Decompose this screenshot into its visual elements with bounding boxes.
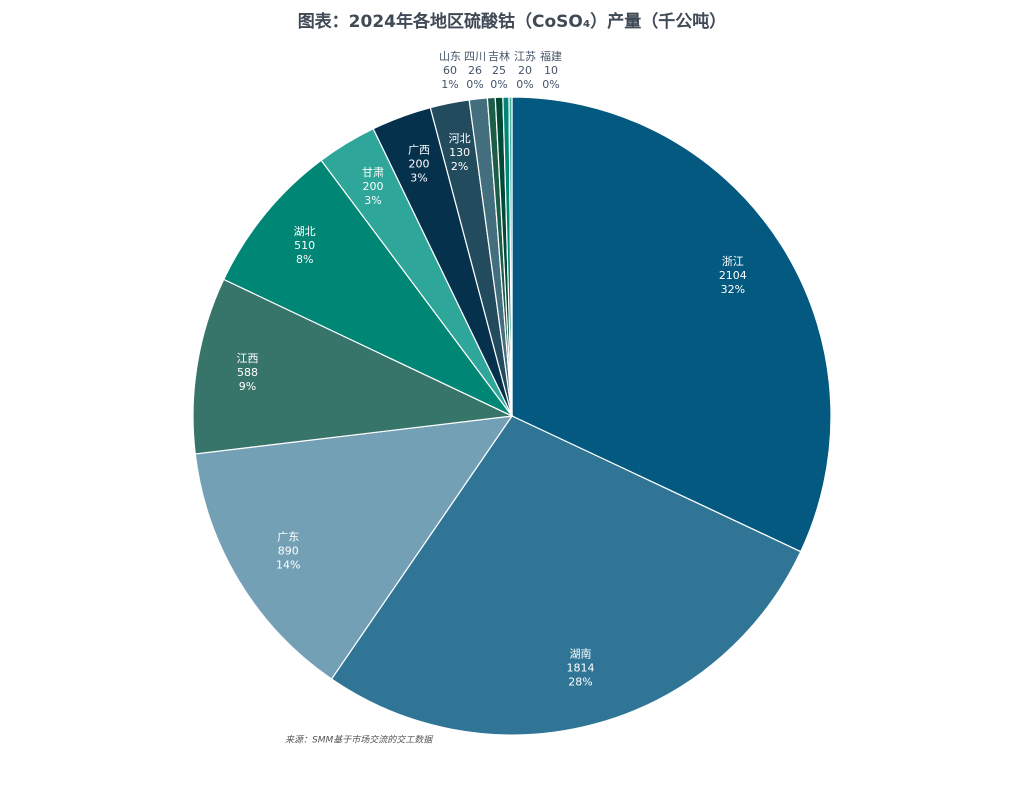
slice-value: 130 <box>449 146 470 159</box>
slice-percent: 32% <box>721 283 745 296</box>
slice-percent: 28% <box>568 675 592 688</box>
slice-name: 湖北 <box>294 225 316 238</box>
slice-value: 25 <box>492 64 506 77</box>
pie-slice <box>511 96 832 553</box>
slice-value: 200 <box>362 180 383 193</box>
slice-percent: 3% <box>364 194 381 207</box>
slice-value: 510 <box>294 239 315 252</box>
pie-slice <box>192 278 515 455</box>
slice-name: 广西 <box>408 144 430 157</box>
slice-value: 890 <box>278 544 299 557</box>
slice-value: 200 <box>409 158 430 171</box>
slice-value: 588 <box>237 366 258 379</box>
slice-value: 26 <box>468 64 482 77</box>
slice-percent: 1% <box>441 78 458 91</box>
slice-name: 四川 <box>464 50 486 63</box>
slice-name: 江西 <box>237 352 259 365</box>
slice-percent: 9% <box>239 380 256 393</box>
chart-title: 图表：2024年各地区硫酸钴（CoSO₄）产量（千公吨） <box>298 11 727 32</box>
pie-slice <box>508 96 513 417</box>
slice-name: 山东 <box>439 50 461 63</box>
slice-percent: 0% <box>466 78 483 91</box>
slice-value: 2104 <box>719 269 747 282</box>
slice-name: 广东 <box>277 530 299 543</box>
slice-percent: 0% <box>516 78 533 91</box>
slice-name: 河北 <box>449 132 471 145</box>
slice-value: 1814 <box>567 661 595 674</box>
slice-percent: 0% <box>542 78 559 91</box>
pie-slice <box>330 415 802 736</box>
pie-slice <box>194 415 514 680</box>
slice-percent: 0% <box>490 78 507 91</box>
slice-name: 浙江 <box>722 255 744 268</box>
slice-value: 10 <box>544 64 558 77</box>
pie-slice <box>222 159 513 417</box>
source-note: 来源：SMM基于市场交流的交工数据 <box>285 735 434 746</box>
slice-percent: 2% <box>451 160 468 173</box>
slice-percent: 3% <box>410 172 427 185</box>
slice-name: 甘肃 <box>362 166 384 179</box>
slice-name: 吉林 <box>488 49 510 63</box>
slice-name: 湖南 <box>570 647 592 660</box>
slice-value: 20 <box>518 64 532 77</box>
slice-value: 60 <box>443 64 457 77</box>
slice-name: 福建 <box>540 49 562 63</box>
slice-name: 江苏 <box>514 50 536 63</box>
slice-percent: 8% <box>296 253 313 266</box>
slice-percent: 14% <box>276 558 300 571</box>
